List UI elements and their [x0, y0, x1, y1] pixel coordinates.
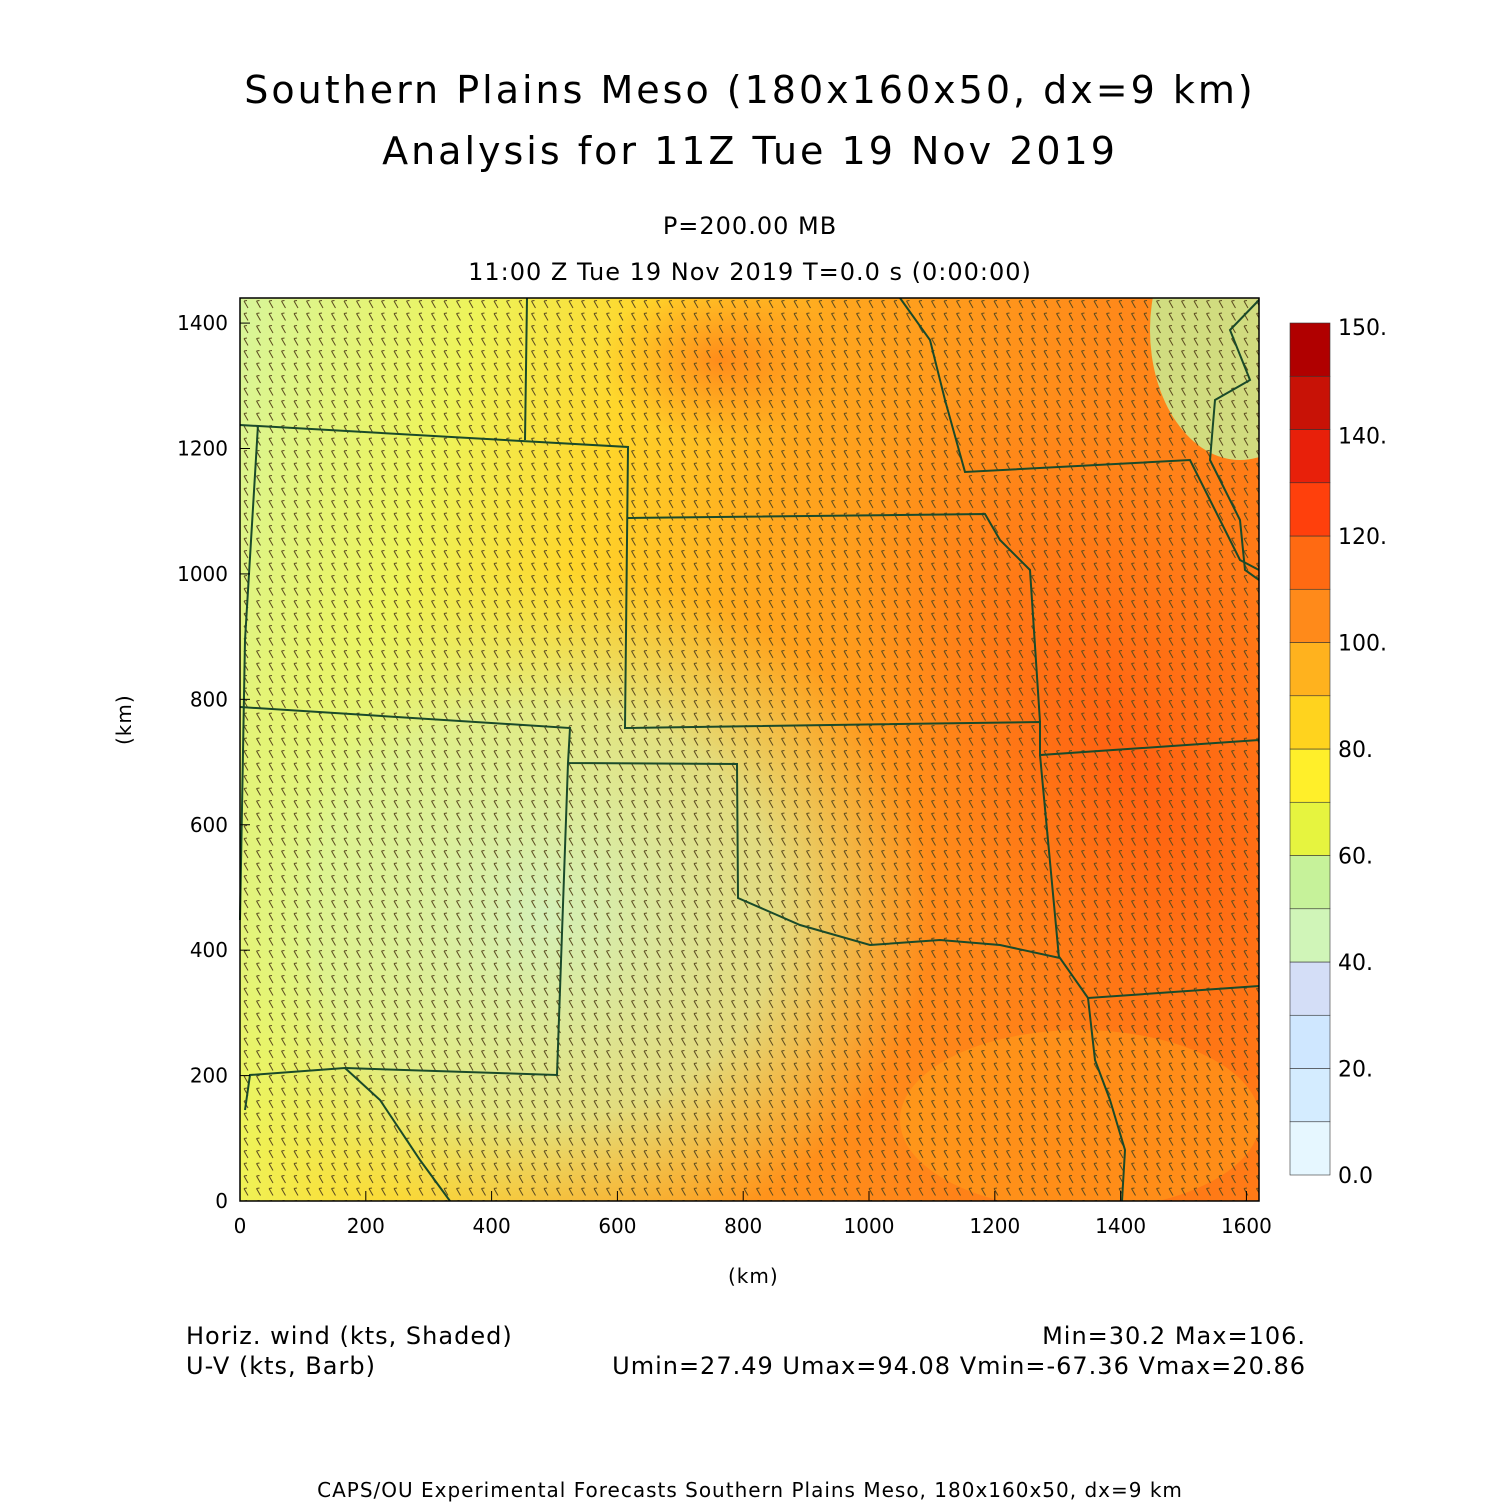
colorbar-bin: [1289, 535, 1331, 590]
colorbar-label: 120.: [1338, 525, 1387, 550]
boundary-line: [344, 1067, 451, 1202]
colorbar-bin: [1289, 855, 1331, 910]
boundary-line: [627, 512, 1041, 723]
colorbar-bin: [1289, 1121, 1331, 1176]
y-axis: 0 200 400 600 800 1000 1200 1400: [177, 311, 250, 1213]
x-tick-label: 600: [598, 1214, 636, 1238]
y-tick-label: 1200: [177, 437, 228, 461]
colorbar-bin: [1289, 588, 1331, 643]
title-line1: Southern Plains Meso (180x160x50, dx=9 k…: [244, 68, 1256, 112]
colorbar-label: 20.: [1338, 1058, 1373, 1083]
footer-credit: CAPS/OU Experimental Forecasts Southern …: [317, 1478, 1183, 1502]
boundary-line: [1087, 997, 1127, 1202]
colorbar-bin: [1289, 322, 1331, 377]
colorbar-bin: [1289, 695, 1331, 750]
colorbar-label: 140.: [1338, 425, 1387, 450]
y-tick-label: 1000: [177, 562, 228, 586]
x-tick-label: 400: [473, 1214, 511, 1238]
boundary-line: [899, 297, 1260, 571]
boundary-line: [239, 424, 1260, 757]
colorbar-bin: [1289, 1068, 1331, 1123]
colorbar-label: 80.: [1338, 738, 1373, 763]
colorbar-bin: [1289, 429, 1331, 484]
legend-shaded: Horiz. wind (kts, Shaded): [186, 1322, 513, 1350]
colorbar-label: 40.: [1338, 951, 1373, 976]
state-boundaries: [239, 297, 1260, 1202]
boundary-line: [239, 706, 1260, 1000]
stats-minmax: Min=30.2 Max=106.: [1042, 1322, 1306, 1350]
stats-uv: Umin=27.49 Umax=94.08 Vmin=-67.36 Vmax=2…: [612, 1352, 1306, 1380]
x-tick-label: 800: [724, 1214, 762, 1238]
colorbar: 0.0 20. 40. 60. 80. 100. 120. 140. 150.: [1289, 316, 1387, 1189]
boundary-line: [1208, 299, 1260, 581]
x-axis: 0 200 400 600 800 1000 1200 1400 1600: [234, 1191, 1272, 1238]
x-tick-label: 1000: [844, 1214, 895, 1238]
x-tick-label: 1200: [969, 1214, 1020, 1238]
colorbar-bin: [1289, 375, 1331, 430]
plot-frame: [239, 297, 1260, 1202]
y-tick-label: 0: [215, 1189, 228, 1213]
x-axis-label: (km): [728, 1264, 779, 1288]
colorbar-bin: [1289, 908, 1331, 963]
y-tick-label: 400: [190, 938, 228, 962]
colorbar-label: 150.: [1338, 316, 1387, 341]
y-tick-label: 600: [190, 813, 228, 837]
x-tick-label: 0: [234, 1214, 247, 1238]
shaded-field: [240, 298, 1259, 1201]
colorbar-bin: [1289, 748, 1331, 803]
boundary-line: [524, 297, 528, 441]
colorbar-bin: [1289, 801, 1331, 856]
x-tick-label: 1400: [1095, 1214, 1146, 1238]
y-axis-label: (km): [112, 694, 136, 745]
legend-barb: U-V (kts, Barb): [186, 1352, 376, 1380]
colorbar-bin: [1289, 1014, 1331, 1069]
colorbar-bin: [1289, 642, 1331, 697]
title-line2: Analysis for 11Z Tue 19 Nov 2019: [382, 129, 1118, 173]
y-tick-label: 1400: [177, 311, 228, 335]
y-tick-label: 800: [190, 687, 228, 711]
valid-time: 11:00 Z Tue 19 Nov 2019 T=0.0 s (0:00:00…: [468, 258, 1032, 286]
colorbar-bin: [1289, 961, 1331, 1016]
colorbar-label: 100.: [1338, 632, 1387, 657]
y-tick-label: 200: [190, 1064, 228, 1088]
boundary-line: [1039, 754, 1060, 959]
colorbar-bin: [1289, 482, 1331, 537]
x-tick-label: 200: [347, 1214, 385, 1238]
colorbar-label: 60.: [1338, 845, 1373, 870]
boundary-line: [239, 424, 259, 921]
pressure-level: P=200.00 MB: [662, 212, 838, 240]
colorbar-label: 0.0: [1338, 1164, 1373, 1189]
x-tick-label: 1600: [1221, 1214, 1272, 1238]
